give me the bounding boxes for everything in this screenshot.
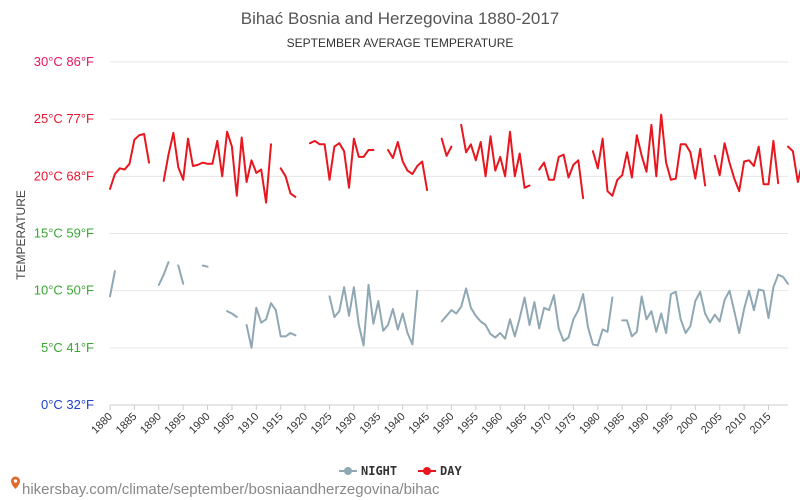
night-line-segment-8 bbox=[621, 273, 789, 338]
legend: NIGHT DAY bbox=[339, 464, 462, 478]
day-line-segment-0 bbox=[109, 133, 150, 190]
x-axis: 1880188518901895190019051910191519201925… bbox=[89, 404, 788, 437]
x-tick-label: 1960 bbox=[480, 411, 506, 437]
day-line-segment-5 bbox=[440, 137, 453, 157]
night-line-segment-7 bbox=[440, 287, 614, 347]
day-line-segment-2 bbox=[279, 167, 297, 198]
x-tick-label: 1995 bbox=[650, 411, 676, 437]
x-tick-label: 2010 bbox=[723, 411, 749, 437]
footer-url[interactable]: hikersbay.com/climate/september/bosniaan… bbox=[22, 481, 440, 498]
night-line-segment-0 bbox=[109, 270, 116, 298]
day-line-segment-9 bbox=[713, 139, 780, 193]
x-tick-label: 1970 bbox=[528, 411, 554, 437]
x-tick-label: 1945 bbox=[406, 411, 432, 437]
night-line-segment-3 bbox=[201, 264, 209, 268]
y-tick-label: 30°C 86°F bbox=[34, 54, 94, 69]
day-line-segment-4 bbox=[387, 141, 429, 192]
legend-night-label: NIGHT bbox=[361, 464, 397, 478]
gridlines bbox=[110, 61, 788, 406]
x-tick-label: 1880 bbox=[89, 411, 115, 437]
chart-title: Bihać Bosnia and Herzegovina 1880-2017 bbox=[241, 9, 560, 28]
series-night bbox=[109, 261, 789, 349]
y-tick-label: 20°C 68°F bbox=[34, 168, 94, 183]
x-tick-label: 1910 bbox=[236, 411, 262, 437]
y-axis: 0°C 32°F 5°C 41°F 10°C 50°F 15°C 59°F 20°C 6… bbox=[34, 54, 94, 412]
y-tick-label: 10°C 50°F bbox=[34, 283, 94, 298]
night-line-segment-1 bbox=[157, 261, 170, 286]
day-line-segment-1 bbox=[162, 130, 272, 204]
series-day bbox=[109, 113, 800, 204]
chart-subtitle: SEPTEMBER AVERAGE TEMPERATURE bbox=[287, 36, 514, 50]
x-tick-label: 1915 bbox=[260, 411, 286, 437]
day-line-segment-7 bbox=[538, 153, 585, 200]
x-tick-label: 1885 bbox=[114, 411, 140, 437]
y-axis-title: TEMPERATURE bbox=[14, 190, 28, 280]
x-tick-label: 1890 bbox=[138, 411, 164, 437]
legend-day-label: DAY bbox=[440, 464, 462, 478]
x-tick-label: 1920 bbox=[284, 411, 310, 437]
legend-day-marker bbox=[423, 467, 431, 475]
legend-item-day[interactable]: DAY bbox=[418, 464, 462, 478]
x-tick-label: 2015 bbox=[748, 411, 774, 437]
day-line-segment-6 bbox=[460, 123, 531, 189]
legend-item-night[interactable]: NIGHT bbox=[339, 464, 397, 478]
x-tick-label: 1930 bbox=[333, 411, 359, 437]
x-tick-label: 1990 bbox=[626, 411, 652, 437]
night-line-segment-2 bbox=[177, 264, 185, 285]
night-line-segment-6 bbox=[328, 283, 419, 347]
x-tick-label: 1985 bbox=[601, 411, 627, 437]
x-tick-label: 1935 bbox=[358, 411, 384, 437]
location-pin-icon bbox=[11, 476, 20, 489]
footer[interactable]: hikersbay.com/climate/september/bosniaan… bbox=[11, 476, 440, 498]
x-tick-label: 1965 bbox=[504, 411, 530, 437]
x-tick-label: 1980 bbox=[577, 411, 603, 437]
day-line-segment-3 bbox=[309, 137, 375, 189]
x-tick-label: 1950 bbox=[431, 411, 457, 437]
x-tick-label: 2000 bbox=[675, 411, 701, 437]
x-tick-label: 1900 bbox=[187, 411, 213, 437]
series-layer bbox=[109, 113, 800, 349]
y-tick-label: 25°C 77°F bbox=[34, 111, 94, 126]
y-tick-label: 0°C 32°F bbox=[41, 397, 94, 412]
night-line-segment-4 bbox=[226, 310, 238, 318]
y-tick-label: 15°C 59°F bbox=[34, 226, 94, 241]
y-tick-label: 5°C 41°F bbox=[41, 340, 94, 355]
legend-night-marker bbox=[344, 467, 352, 475]
day-line-segment-10 bbox=[787, 145, 800, 183]
x-tick-label: 1975 bbox=[553, 411, 579, 437]
day-line-segment-8 bbox=[591, 113, 707, 197]
x-tick-label: 1905 bbox=[211, 411, 237, 437]
x-tick-label: 1895 bbox=[162, 411, 188, 437]
location-pin-dot bbox=[13, 479, 18, 483]
x-tick-label: 1940 bbox=[382, 411, 408, 437]
x-tick-label: 1955 bbox=[455, 411, 481, 437]
x-tick-label: 2005 bbox=[699, 411, 725, 437]
x-tick-label: 1925 bbox=[309, 411, 335, 437]
night-line-segment-5 bbox=[245, 302, 297, 349]
